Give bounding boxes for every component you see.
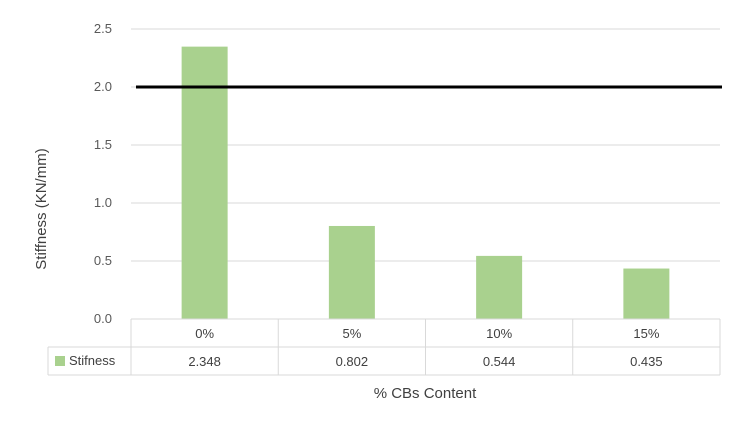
- data-table-value: 0.435: [630, 354, 663, 369]
- y-tick-label: 2.5: [94, 21, 112, 36]
- y-tick-label: 0.5: [94, 253, 112, 268]
- bar-15pct: [623, 268, 670, 319]
- data-table-value: 2.348: [188, 354, 221, 369]
- data-table-value: 0.544: [483, 354, 516, 369]
- y-tick-label: 0.0: [94, 311, 112, 326]
- y-tick-labels: 0.0 0.5 1.0 1.5 2.0 2.5: [94, 21, 112, 326]
- x-axis-title: % CBs Content: [374, 385, 477, 402]
- y-tick-label: 1.5: [94, 137, 112, 152]
- legend-swatch: [55, 356, 65, 366]
- data-table: 0% 5% 10% 15% Stifness 2.348 0.802 0.544 0.435: [47, 318, 721, 376]
- y-tick-label: 1.0: [94, 195, 112, 210]
- bar-0pct: [181, 46, 228, 320]
- data-table-value: 0.802: [336, 354, 369, 369]
- bar-5pct: [328, 225, 375, 319]
- y-axis-title: Stiffness (KN/mm): [33, 148, 50, 269]
- legend-series-name: Stifness: [69, 353, 116, 368]
- bar-layer: [181, 46, 670, 320]
- x-category-label: 0%: [195, 326, 214, 341]
- y-tick-label: 2.0: [94, 79, 112, 94]
- x-category-label: 15%: [633, 326, 659, 341]
- x-category-label: 5%: [342, 326, 361, 341]
- bar-10pct: [476, 255, 523, 319]
- x-category-label: 10%: [486, 326, 512, 341]
